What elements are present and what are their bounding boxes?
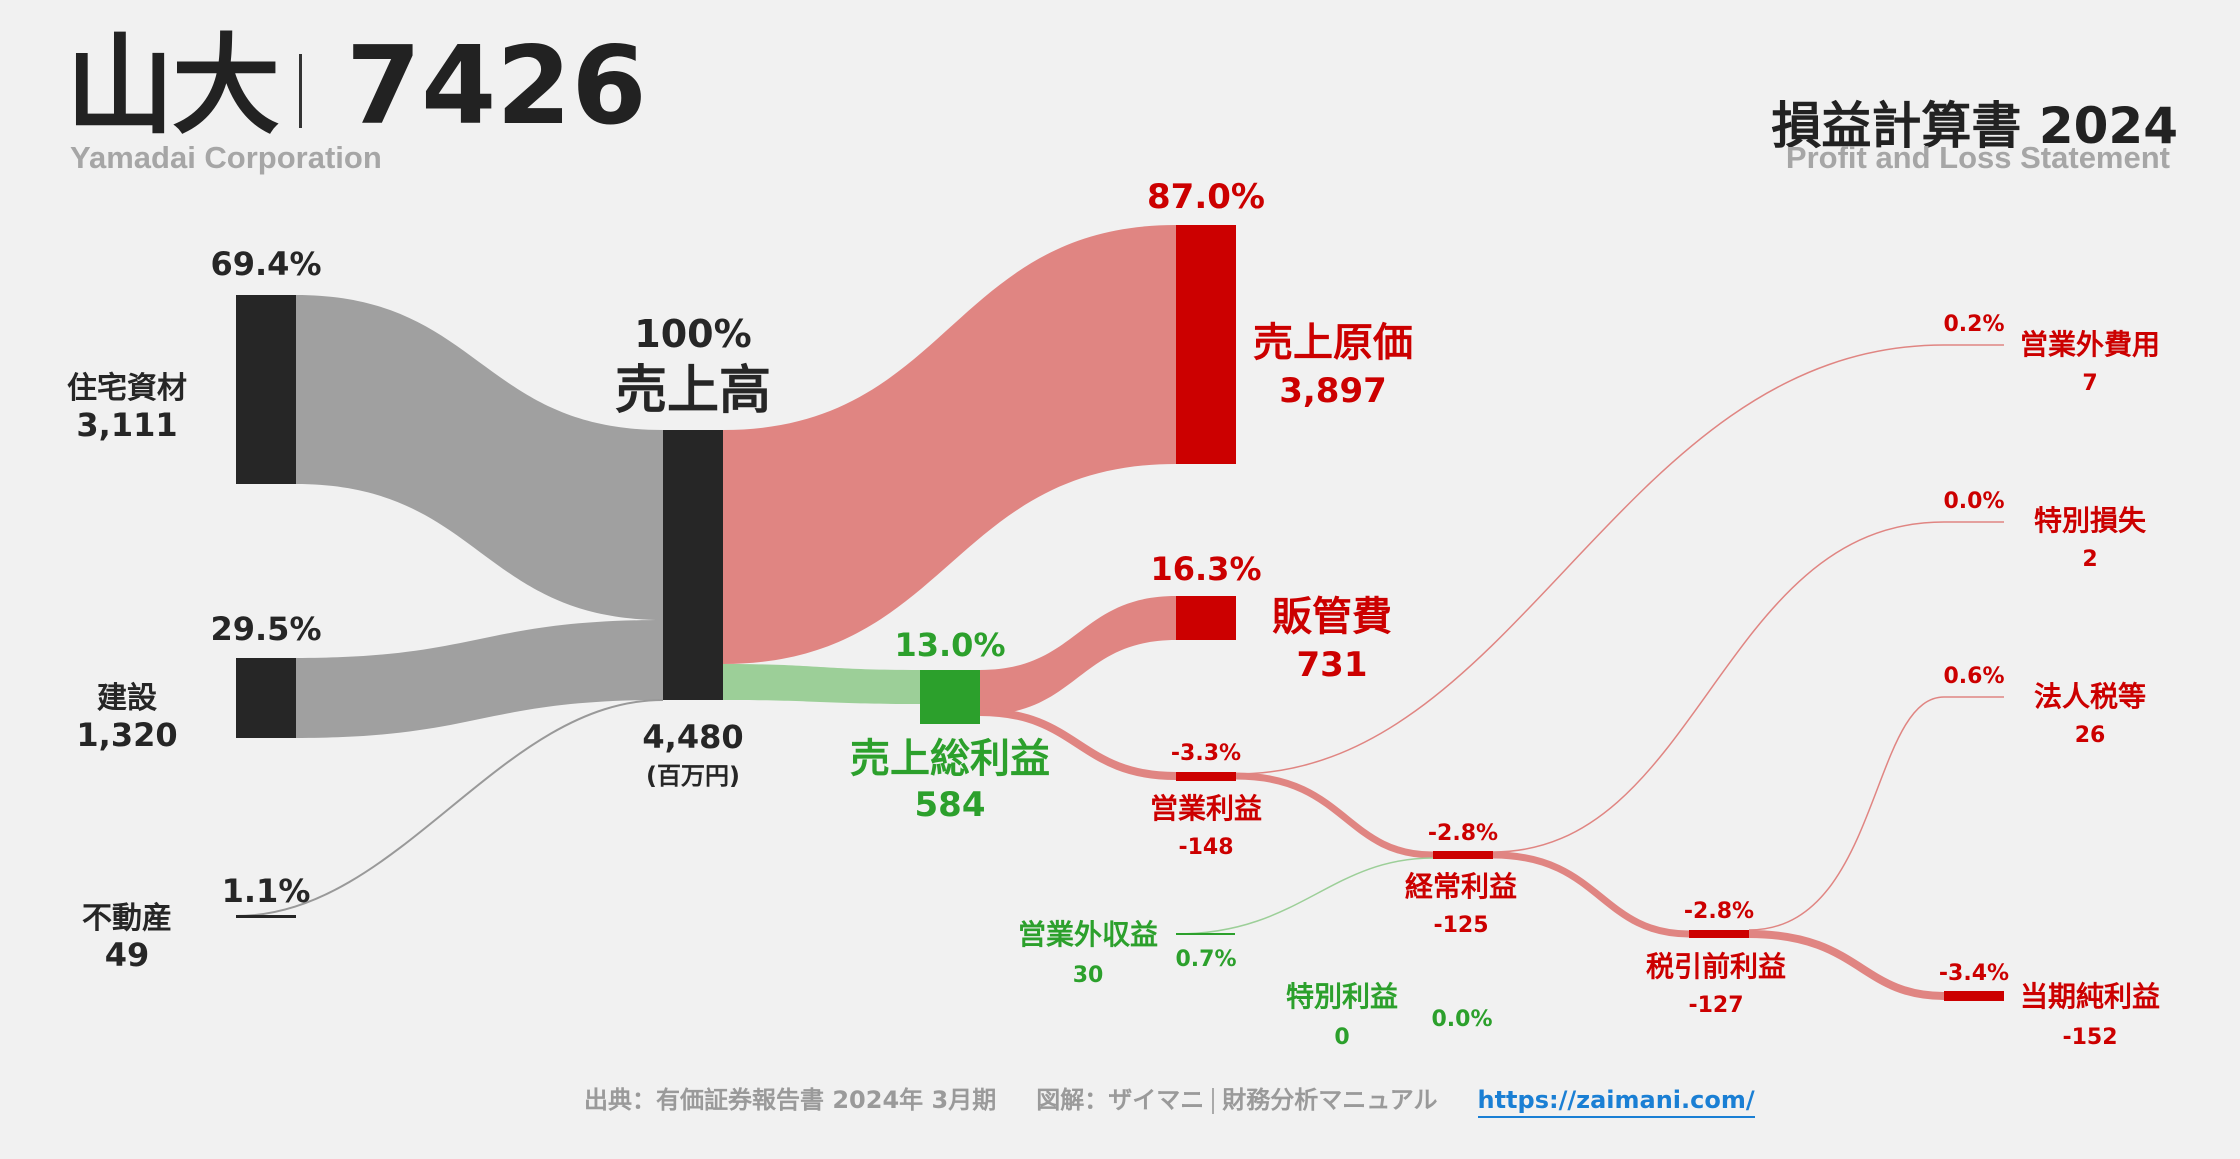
gross-name: 売上総利益 [850, 736, 1050, 782]
gross-value: 584 [915, 785, 986, 825]
net-pct: -3.4% [1939, 961, 2009, 986]
flow-gross-operating [979, 708, 1177, 780]
sankey-nodes [236, 225, 2004, 1001]
node-net [1944, 991, 2004, 1001]
flow-ordinary-special-loss [1492, 521, 2004, 853]
company-name-en: Yamadai Corporation [70, 140, 382, 175]
statement-title-en: Profit and Loss Statement [1785, 140, 2170, 175]
operating-name: 営業利益 [1150, 792, 1262, 825]
flow-operating-ordinary [1235, 772, 1434, 859]
footer-source: 出典：有価証券報告書 2024年 3月期 [584, 1086, 997, 1114]
footer-url-link[interactable]: https://zaimani.com/ [1477, 1086, 1755, 1118]
flow-operating-nonop-expense [1235, 344, 2004, 775]
revenue-name: 売上高 [615, 361, 771, 421]
operating-pct: -3.3% [1171, 741, 1241, 766]
special-gain-name: 特別利益 [1286, 980, 1398, 1013]
revenue-unit: (百万円) [646, 762, 740, 790]
nonop-expense-value: 7 [2082, 371, 2097, 396]
operating-value: -148 [1178, 835, 1233, 860]
footer: 出典：有価証券報告書 2024年 3月期 図解：ザイマニ 財務分析マニュアル http… [584, 1080, 1755, 1118]
flow-pretax-tax [1748, 696, 2004, 931]
sga-name: 販管費 [1272, 594, 1392, 640]
special-loss-pct: 0.0% [1943, 489, 2004, 514]
housing-name: 住宅資材 [67, 371, 187, 406]
flow-realestate-revenue [235, 699, 664, 917]
flow-revenue-cogs [723, 225, 1176, 664]
flow-construction-revenue [296, 620, 663, 738]
sankey-labels: 69.4% 住宅資材 3,111 29.5% 建設 1,320 1.1% 不動産… [67, 177, 2160, 1050]
title-divider [299, 54, 302, 128]
sga-pct: 16.3% [1150, 550, 1261, 588]
nonop-income-pct: 0.7% [1175, 947, 1236, 972]
special-loss-value: 2 [2082, 547, 2097, 572]
node-construction [236, 658, 296, 738]
special-gain-value: 0 [1334, 1025, 1349, 1050]
cogs-name: 売上原価 [1253, 320, 1413, 366]
node-sga [1176, 596, 1236, 640]
ordinary-name: 経常利益 [1405, 870, 1517, 903]
realestate-value: 49 [105, 936, 150, 974]
node-operating [1176, 772, 1236, 781]
statement-title: 損益計算書 2024 [1771, 97, 2178, 155]
net-value: -152 [2062, 1025, 2117, 1050]
node-revenue [663, 430, 723, 700]
tax-pct: 0.6% [1943, 664, 2004, 689]
housing-pct: 69.4% [210, 245, 321, 283]
pretax-name: 税引前利益 [1646, 950, 1786, 983]
special-gain-pct: 0.0% [1431, 1007, 1492, 1032]
ordinary-value: -125 [1433, 913, 1488, 938]
realestate-name: 不動産 [82, 901, 172, 936]
ordinary-pct: -2.8% [1428, 821, 1498, 846]
footer-credit: 図解：ザイマニ [1036, 1086, 1205, 1114]
nonop-income-name: 営業外収益 [1018, 918, 1158, 951]
revenue-value: 4,480 [642, 718, 743, 756]
cogs-value: 3,897 [1279, 371, 1387, 411]
construction-name: 建設 [97, 681, 157, 716]
node-ordinary [1433, 851, 1493, 859]
sankey-flows [235, 225, 2004, 1000]
nonop-expense-pct: 0.2% [1943, 312, 2004, 337]
flow-nonop-income-ordinary [1175, 857, 1434, 935]
stock-code: 7426 [346, 24, 647, 149]
footer-site-name: 財務分析マニュアル [1222, 1086, 1438, 1114]
flow-pretax-net [1748, 930, 1945, 1000]
nonop-income-value: 30 [1073, 963, 1104, 988]
node-gross [920, 670, 980, 724]
cogs-pct: 87.0% [1147, 177, 1265, 217]
flow-revenue-gross [723, 664, 920, 704]
sga-value: 731 [1297, 645, 1368, 685]
net-name: 当期純利益 [2020, 980, 2160, 1013]
housing-value: 3,111 [76, 406, 177, 444]
construction-pct: 29.5% [210, 610, 321, 648]
node-housing [236, 295, 296, 484]
node-pretax [1689, 930, 1749, 938]
company-name: 山大 [66, 24, 280, 149]
flow-housing-revenue [296, 295, 663, 620]
gross-pct: 13.0% [894, 626, 1005, 664]
footer-divider [1212, 1088, 1215, 1114]
nonop-expense-name: 営業外費用 [2020, 328, 2160, 361]
special-loss-name: 特別損失 [2034, 504, 2147, 537]
revenue-pct: 100% [634, 312, 751, 356]
flow-gross-sga [980, 596, 1176, 715]
construction-value: 1,320 [76, 716, 177, 754]
flow-ordinary-pretax [1492, 851, 1690, 938]
node-cogs [1176, 225, 1236, 464]
node-realestate [236, 915, 296, 918]
tax-name: 法人税等 [2034, 680, 2146, 713]
pretax-value: -127 [1688, 993, 1743, 1018]
pretax-pct: -2.8% [1684, 899, 1754, 924]
tax-value: 26 [2075, 723, 2106, 748]
realestate-pct: 1.1% [222, 872, 311, 910]
